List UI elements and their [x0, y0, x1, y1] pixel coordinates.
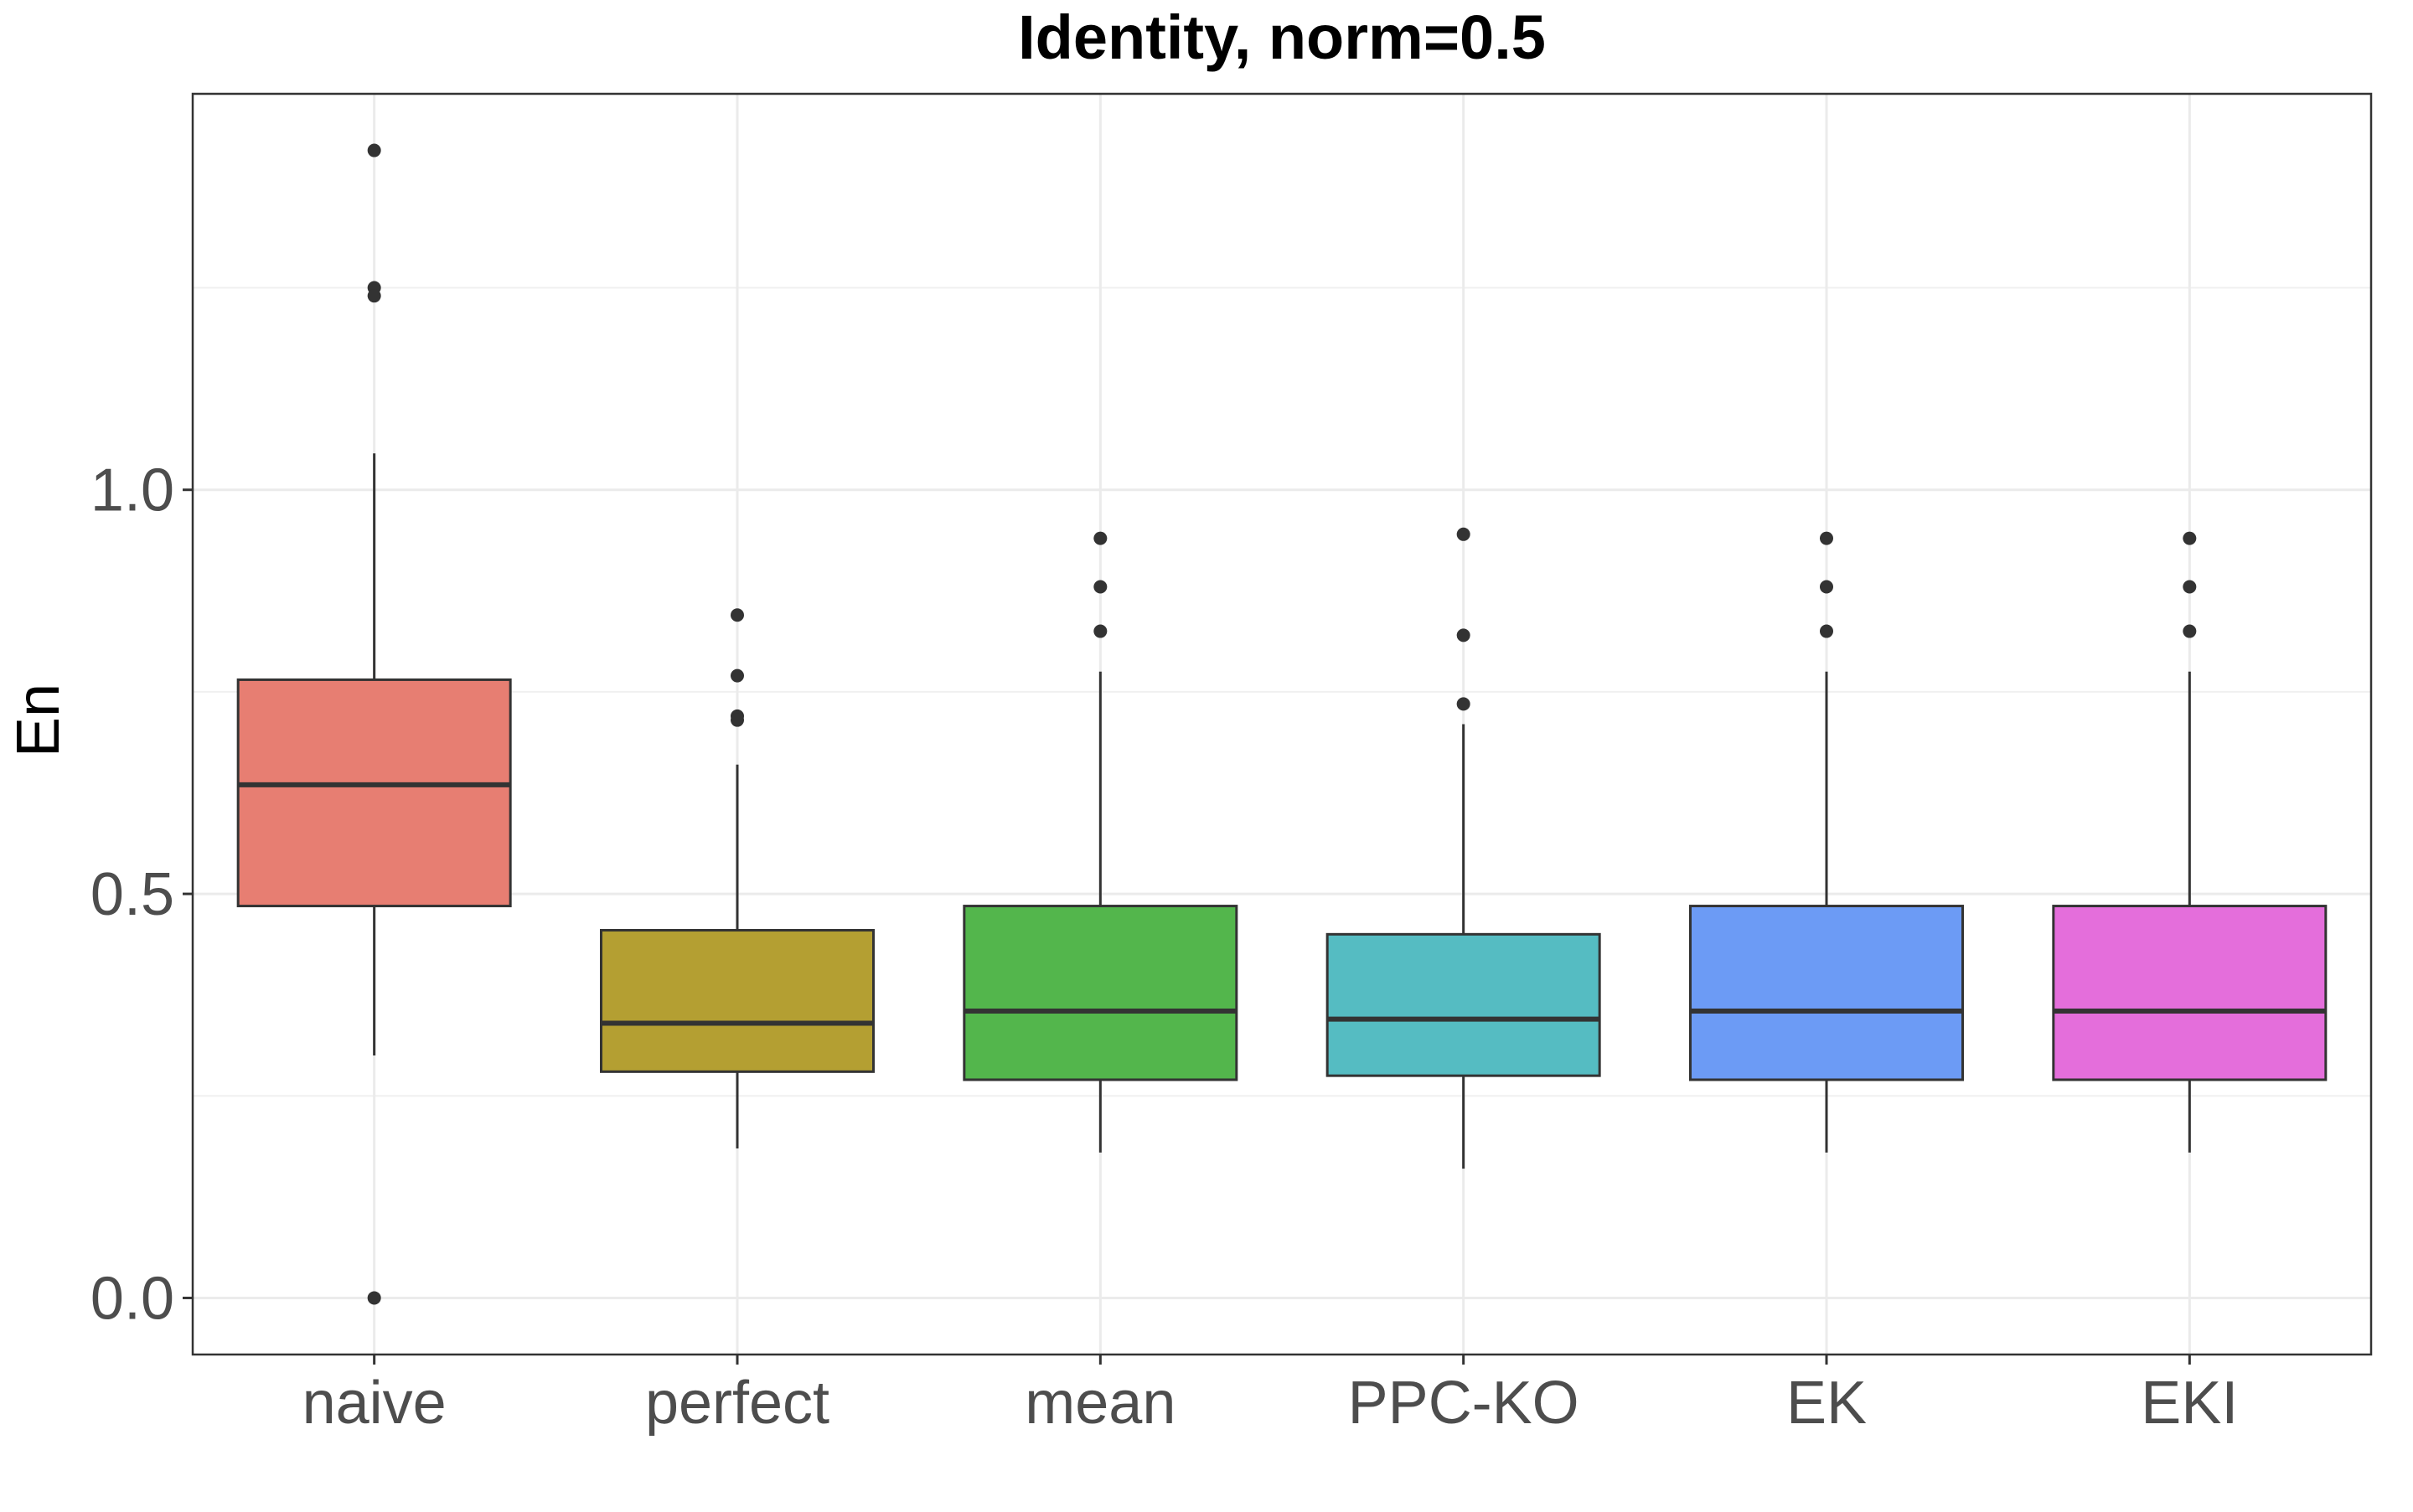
- iqr-box: [963, 905, 1238, 1081]
- chart-title: Identity, norm=0.5: [1018, 3, 1546, 72]
- box-group-ek: [1689, 531, 1964, 1153]
- outlier-point: [731, 668, 744, 683]
- box-group-perfect: [600, 608, 875, 1148]
- outlier-point: [1820, 624, 1833, 638]
- y-tick-label: 0.0: [90, 1265, 174, 1332]
- box-group-eki: [2052, 531, 2328, 1153]
- box-group-ppc-ko: [1325, 527, 1601, 1169]
- iqr-box: [2052, 905, 2328, 1081]
- outlier-point: [1093, 531, 1108, 545]
- x-tick-label: naive: [302, 1370, 447, 1437]
- outlier-point: [731, 713, 744, 727]
- x-tick-label: perfect: [645, 1370, 829, 1437]
- box-layer: [236, 143, 2328, 1305]
- outlier-point: [2183, 624, 2197, 638]
- outlier-point: [2183, 580, 2197, 594]
- panel-border: [191, 92, 2373, 1356]
- outlier-point: [1456, 527, 1470, 541]
- x-tick-label: PPC-KO: [1348, 1370, 1579, 1437]
- axis-layer: 0.0 0.5 1.0 naive perfect mean PPC-KO EK EKI: [90, 457, 2238, 1437]
- y-axis-title: En: [5, 684, 72, 757]
- outlier-point: [367, 143, 381, 157]
- y-tick-label: 0.5: [90, 861, 174, 928]
- outlier-point: [367, 289, 381, 303]
- outlier-point: [1093, 580, 1108, 594]
- outlier-point: [1456, 628, 1470, 642]
- iqr-box: [1689, 905, 1964, 1081]
- x-tick-label: mean: [1025, 1370, 1175, 1437]
- x-tick-label: EKI: [2141, 1370, 2238, 1437]
- box-group-naive: [236, 143, 512, 1305]
- x-tick-label: EK: [1786, 1370, 1867, 1437]
- iqr-box: [236, 678, 512, 908]
- iqr-box: [1325, 932, 1601, 1077]
- outlier-point: [2183, 531, 2197, 545]
- outlier-point: [1456, 697, 1470, 711]
- outlier-point: [367, 1291, 381, 1305]
- outlier-point: [1820, 580, 1833, 594]
- outlier-point: [731, 608, 744, 622]
- iqr-box: [600, 929, 875, 1073]
- box-group-mean: [963, 531, 1238, 1153]
- outlier-point: [1093, 624, 1108, 638]
- outlier-point: [1820, 531, 1833, 545]
- y-tick-label: 1.0: [90, 457, 174, 524]
